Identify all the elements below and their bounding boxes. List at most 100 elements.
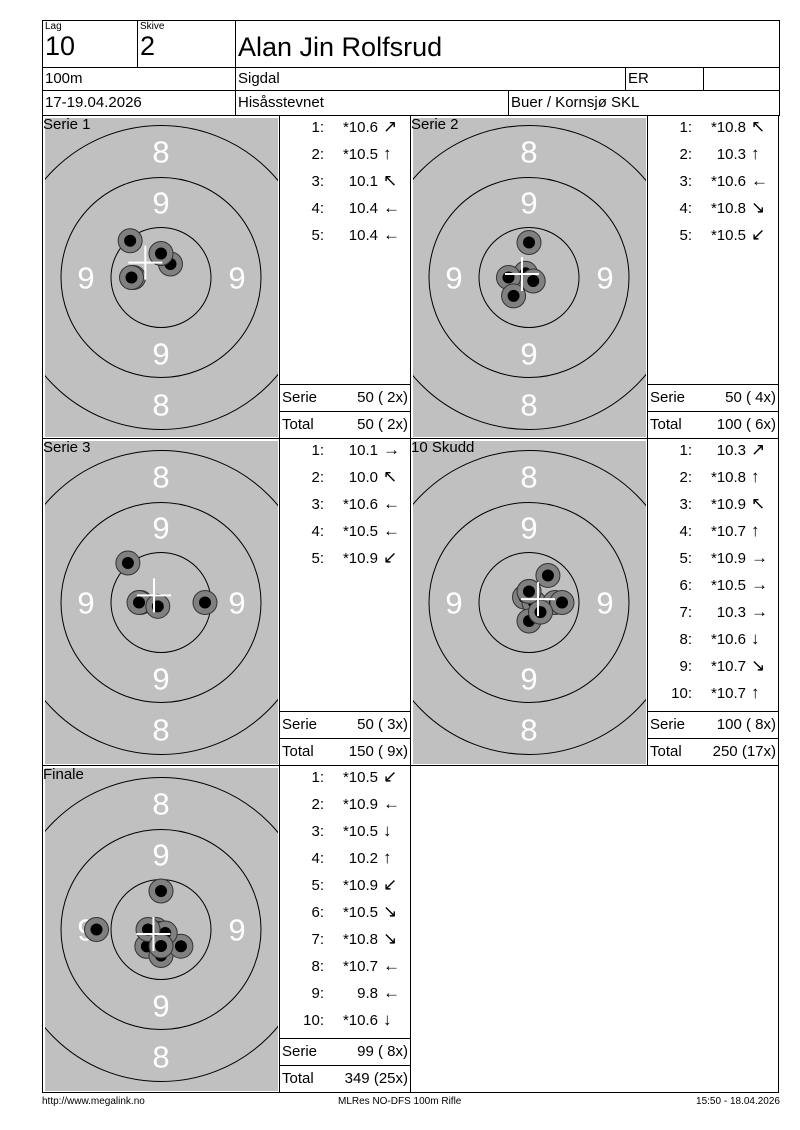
shot-score: *10.8	[710, 469, 746, 486]
shot-list: 1: *10.8 ↖ 2: 10.3 ↑ 3: *10.6 ← 4: *10.8 ↘ 5: *10.5 ↙ S…	[648, 116, 778, 438]
target-view: 8 9 9 9 9 8 10 Skudd	[411, 439, 648, 765]
skive-cell: Skive 2	[137, 20, 236, 68]
total-row: Total 50 ( 2x)	[280, 411, 410, 438]
shot-score: 10.4	[348, 227, 378, 244]
place-cell: Sigdal	[235, 67, 626, 91]
shot-score: 9.8	[357, 985, 378, 1002]
ring-label: 9	[445, 586, 462, 621]
shot-number: 2:	[311, 469, 324, 486]
ring-label: 9	[152, 511, 169, 546]
shot-score: 10.1	[348, 442, 378, 459]
shot-row: 4: 10.4 ←	[280, 197, 410, 224]
total-row: Total 250 (17x)	[648, 738, 778, 765]
shot-score: 10.2	[348, 850, 378, 867]
shot-number: 5:	[679, 550, 692, 567]
shot-number: 2:	[311, 146, 324, 163]
shot-row: 4: *10.5 ←	[280, 520, 410, 547]
shot-direction-icon: ↑	[751, 683, 760, 702]
target-ring	[60, 177, 262, 378]
shot-direction-icon: ←	[751, 171, 768, 190]
lag-cell: Lag 10	[42, 20, 138, 68]
ring-label: 8	[152, 713, 169, 748]
shot-center	[174, 940, 187, 953]
serie-label: Serie	[650, 389, 686, 406]
ring-label: 8	[152, 1040, 169, 1075]
shot-score: 10.3	[716, 442, 746, 459]
target-view: 8 9 9 9 9 8 Serie 1	[43, 116, 280, 438]
target-ring	[478, 227, 580, 328]
shot-score: *10.7	[710, 685, 746, 702]
shot-direction-icon: ↑	[751, 521, 760, 540]
shot-row: 5: *10.9 ↙	[280, 874, 410, 901]
shot-number: 6:	[311, 904, 324, 921]
total-value: 150 ( 9x)	[348, 743, 408, 760]
ring-label: 9	[596, 586, 613, 621]
shot-center	[155, 940, 167, 952]
shot-score: 10.0	[348, 469, 378, 486]
shot-number: 5:	[679, 227, 692, 244]
serie-row: Serie 100 ( 8x)	[648, 711, 778, 738]
shot-score: *10.5	[342, 146, 378, 163]
shot-score: *10.6	[710, 631, 746, 648]
shot-score: *10.5	[710, 577, 746, 594]
shot-score: *10.7	[710, 658, 746, 675]
shot-number: 1:	[679, 442, 692, 459]
shot-row: 9: *10.7 ↘	[648, 655, 778, 682]
ring-label: 8	[152, 460, 169, 495]
shot-direction-icon: ←	[383, 521, 400, 540]
serie-value: 99 ( 8x)	[357, 1043, 408, 1060]
ring-label: 9	[152, 662, 169, 697]
lag-value: 10	[45, 31, 76, 61]
shot-direction-icon: ↘	[383, 929, 398, 948]
shot-number: 3:	[679, 173, 692, 190]
series-title: Serie 2	[411, 116, 459, 133]
shot-direction-icon: ↓	[751, 629, 760, 648]
shot-direction-icon: ↘	[751, 656, 766, 675]
shot-direction-icon: ←	[383, 794, 400, 813]
serie-value: 50 ( 4x)	[725, 389, 776, 406]
shot-number: 4:	[679, 200, 692, 217]
shot-number: 8:	[311, 958, 324, 975]
shooter-name: Alan Jin Rolfsrud	[238, 32, 443, 62]
shot-number: 1:	[311, 769, 324, 786]
class: ER	[628, 70, 649, 87]
ring-label: 9	[228, 261, 245, 296]
shot-score: *10.9	[710, 496, 746, 513]
total-label: Total	[650, 743, 682, 760]
date: 17-19.04.2026	[45, 94, 142, 111]
shot-score: 10.3	[716, 604, 746, 621]
shot-direction-icon: ↑	[751, 467, 760, 486]
total-label: Total	[282, 1070, 314, 1087]
shot-direction-icon: →	[383, 440, 400, 459]
shot-number: 2:	[311, 796, 324, 813]
series-panel: 8 9 9 9 9 8 Serie 3 1: 10.1 → 2: 10.0 ↖ 3: *10.6 ← 4: *10…	[42, 438, 411, 766]
shot-list: 1: 10.3 ↗ 2: *10.8 ↑ 3: *10.9 ↖ 4: *10.7 ↑ 5: *10.9 → 6…	[648, 439, 778, 765]
shot-row: 5: 10.4 ←	[280, 224, 410, 251]
shot-center	[523, 585, 535, 598]
shot-number: 10:	[303, 1012, 324, 1029]
shot-score: *10.5	[342, 823, 378, 840]
shot-number: 9:	[311, 985, 324, 1002]
shot-direction-icon: →	[751, 602, 768, 621]
series-panel: 8 9 9 9 9 8 10 Skudd 1: 10.3 ↗ 2: *10.8 ↑ 3: *10.9 ↖ 4: *…	[410, 438, 779, 766]
target-view: 8 9 9 9 9 8 Serie 3	[43, 439, 280, 765]
shot-score: *10.5	[710, 227, 746, 244]
shot-direction-icon: ←	[383, 225, 400, 244]
target-ring	[413, 125, 646, 430]
shot-number: 1:	[311, 442, 324, 459]
total-row: Total 349 (25x)	[280, 1065, 410, 1092]
shot-direction-icon: ↘	[383, 902, 398, 921]
footer-timestamp: 15:50 - 18.04.2026	[696, 1096, 780, 1107]
shot-score: 10.3	[716, 146, 746, 163]
shot-list: 1: *10.5 ↙ 2: *10.9 ← 3: *10.5 ↓ 4: 10.2 ↑ 5: *10.9 ↙ 6…	[280, 766, 410, 1092]
shot-center	[155, 247, 167, 260]
shot-row: 4: *10.7 ↑	[648, 520, 778, 547]
shot-row: 4: 10.2 ↑	[280, 847, 410, 874]
distance: 100m	[45, 70, 83, 87]
shot-score: *10.6	[342, 496, 378, 513]
shot-number: 4:	[679, 523, 692, 540]
target-ring	[60, 502, 262, 703]
